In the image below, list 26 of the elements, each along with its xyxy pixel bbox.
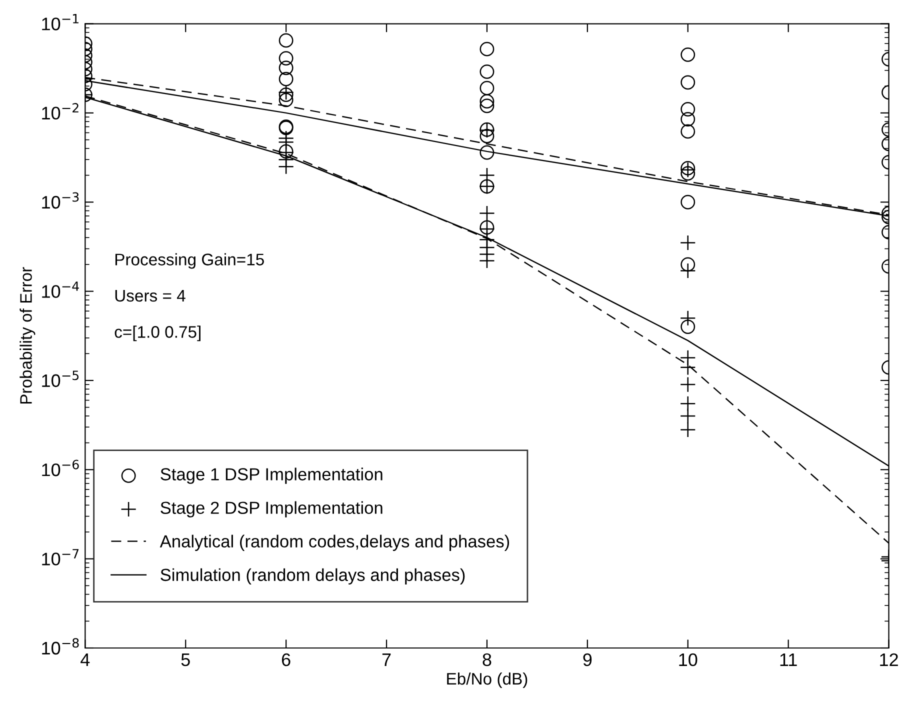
- y-tick-label: 10$^{−2}$: [42, 103, 78, 120]
- y-tick-label: 10$^{−3}$: [42, 192, 79, 209]
- legend-label: Stage 1 DSP Implementation: [160, 468, 382, 484]
- legend-label: Stage 2 DSP Implementation: [160, 501, 382, 518]
- y-tick-label: 10$^{−8}$: [42, 638, 79, 655]
- annotation: c=[1.0 0.75]: [114, 326, 200, 342]
- x-tick-label: 6: [282, 653, 290, 666]
- x-tick-label: 5: [181, 654, 190, 666]
- annotation: Processing Gain=15: [115, 253, 264, 269]
- legend-label: Simulation (random delays and phases): [160, 568, 465, 585]
- y-tick-label: 10$^{−5}$: [42, 370, 79, 388]
- y-tick-label: 10$^{−6}$: [42, 460, 79, 476]
- legend-label: Analytical (random codes,delays and phases): [160, 534, 510, 551]
- x-tick-label: 4: [80, 654, 90, 666]
- x-tick-label: 8: [482, 653, 492, 666]
- x-tick-label: 9: [583, 653, 592, 666]
- y-tick-label: 10$^{−7}$: [42, 549, 79, 566]
- x-tick-label: 7: [382, 654, 391, 666]
- x-tick-label: 12: [880, 653, 898, 666]
- x-axis-title: Eb/No (dB): [447, 672, 528, 688]
- x-tick-label: 10: [679, 653, 698, 666]
- x-tick-label: 11: [780, 654, 797, 666]
- annotation: Users = 4: [115, 290, 186, 302]
- y-axis-title: Probability of Error: [20, 267, 36, 404]
- y-tick-label: 10$^{−4}$: [42, 282, 79, 298]
- y-tick-label: 10$^{−1}$: [42, 14, 78, 30]
